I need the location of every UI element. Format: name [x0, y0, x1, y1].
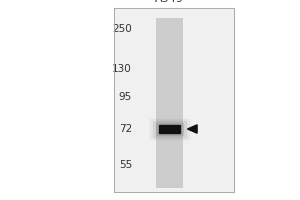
Text: A549: A549 — [155, 0, 184, 4]
Text: 72: 72 — [119, 124, 132, 134]
Text: 250: 250 — [112, 24, 132, 34]
Bar — [156, 123, 183, 135]
Text: 95: 95 — [119, 92, 132, 102]
Bar — [153, 121, 186, 137]
Bar — [156, 18, 183, 188]
Polygon shape — [188, 125, 197, 133]
Bar — [114, 8, 234, 192]
Bar — [159, 125, 180, 133]
Text: 130: 130 — [112, 64, 132, 74]
Bar — [150, 119, 189, 139]
Text: 55: 55 — [119, 160, 132, 170]
